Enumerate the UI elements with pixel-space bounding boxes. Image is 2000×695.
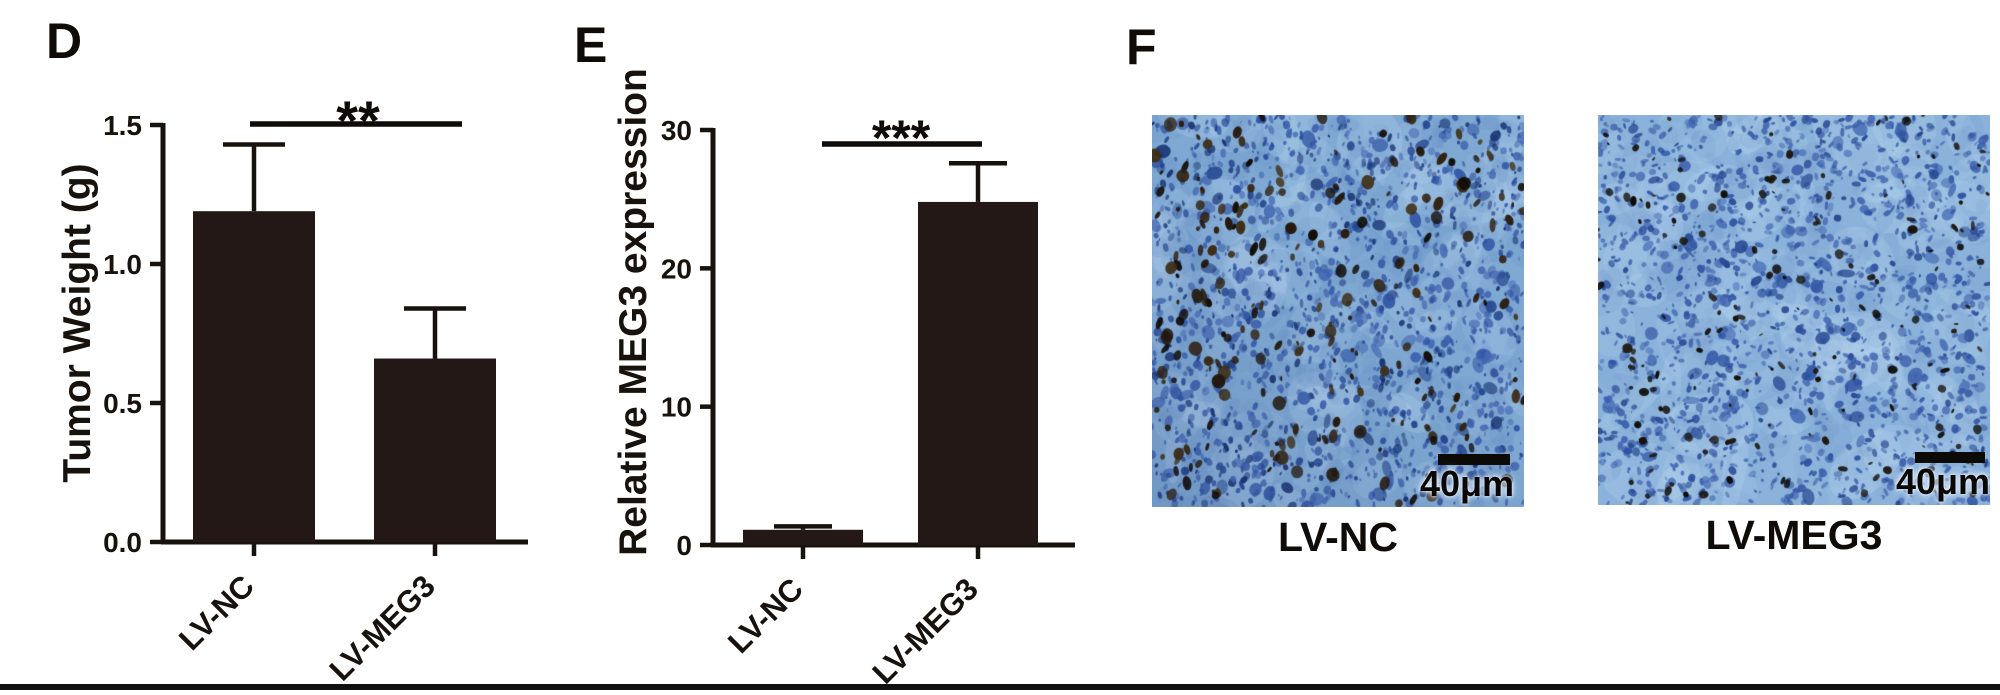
micrograph-lv-nc-image bbox=[1152, 115, 1524, 507]
y-tick-label: 1.0 bbox=[103, 249, 142, 280]
bar-lv-meg3 bbox=[374, 358, 496, 542]
x-category-label-lv-meg3: LV-MEG3 bbox=[323, 568, 442, 687]
y-tick-label: 0 bbox=[676, 530, 692, 561]
y-tick-label: 30 bbox=[661, 115, 692, 146]
scale-bar bbox=[1915, 452, 1985, 463]
micrograph-caption-lv-meg3: LV-MEG3 bbox=[1705, 512, 1883, 558]
bottom-rule bbox=[0, 684, 2000, 690]
y-tick-label: 1.5 bbox=[103, 110, 142, 141]
bar-lv-nc bbox=[193, 211, 315, 542]
scale-bar-label: 40μm bbox=[1419, 463, 1515, 504]
x-category-label-lv-nc: LV-NC bbox=[721, 571, 810, 660]
y-tick-label: 10 bbox=[661, 392, 692, 423]
y-axis-title: Tumor Weight (g) bbox=[56, 163, 99, 482]
y-axis-title: Relative MEG3 expression bbox=[612, 68, 655, 556]
bar-lv-nc bbox=[743, 529, 863, 545]
x-category-label-lv-nc: LV-NC bbox=[172, 568, 261, 657]
panel-f-label: F bbox=[1126, 19, 1158, 75]
micrograph-lv-meg3: 40μm bbox=[1598, 115, 1990, 505]
y-tick-label: 20 bbox=[661, 253, 692, 284]
y-tick-label: 0.0 bbox=[103, 527, 142, 558]
panel-d-label: D bbox=[46, 13, 84, 69]
micrograph-lv-nc: 40μm bbox=[1152, 115, 1524, 507]
x-category-label-lv-meg3: LV-MEG3 bbox=[866, 571, 985, 690]
significance-stars: *** bbox=[872, 110, 931, 166]
micrograph-lv-meg3-image bbox=[1598, 115, 1990, 505]
significance-stars: ** bbox=[336, 89, 380, 152]
scale-bar bbox=[1438, 454, 1510, 465]
panel-e-label: E bbox=[574, 17, 609, 73]
bar-lv-meg3 bbox=[918, 201, 1038, 545]
scale-bar-label: 40μm bbox=[1895, 461, 1990, 502]
micrograph-caption-lv-nc: LV-NC bbox=[1278, 514, 1398, 560]
y-tick-label: 0.5 bbox=[103, 388, 142, 419]
